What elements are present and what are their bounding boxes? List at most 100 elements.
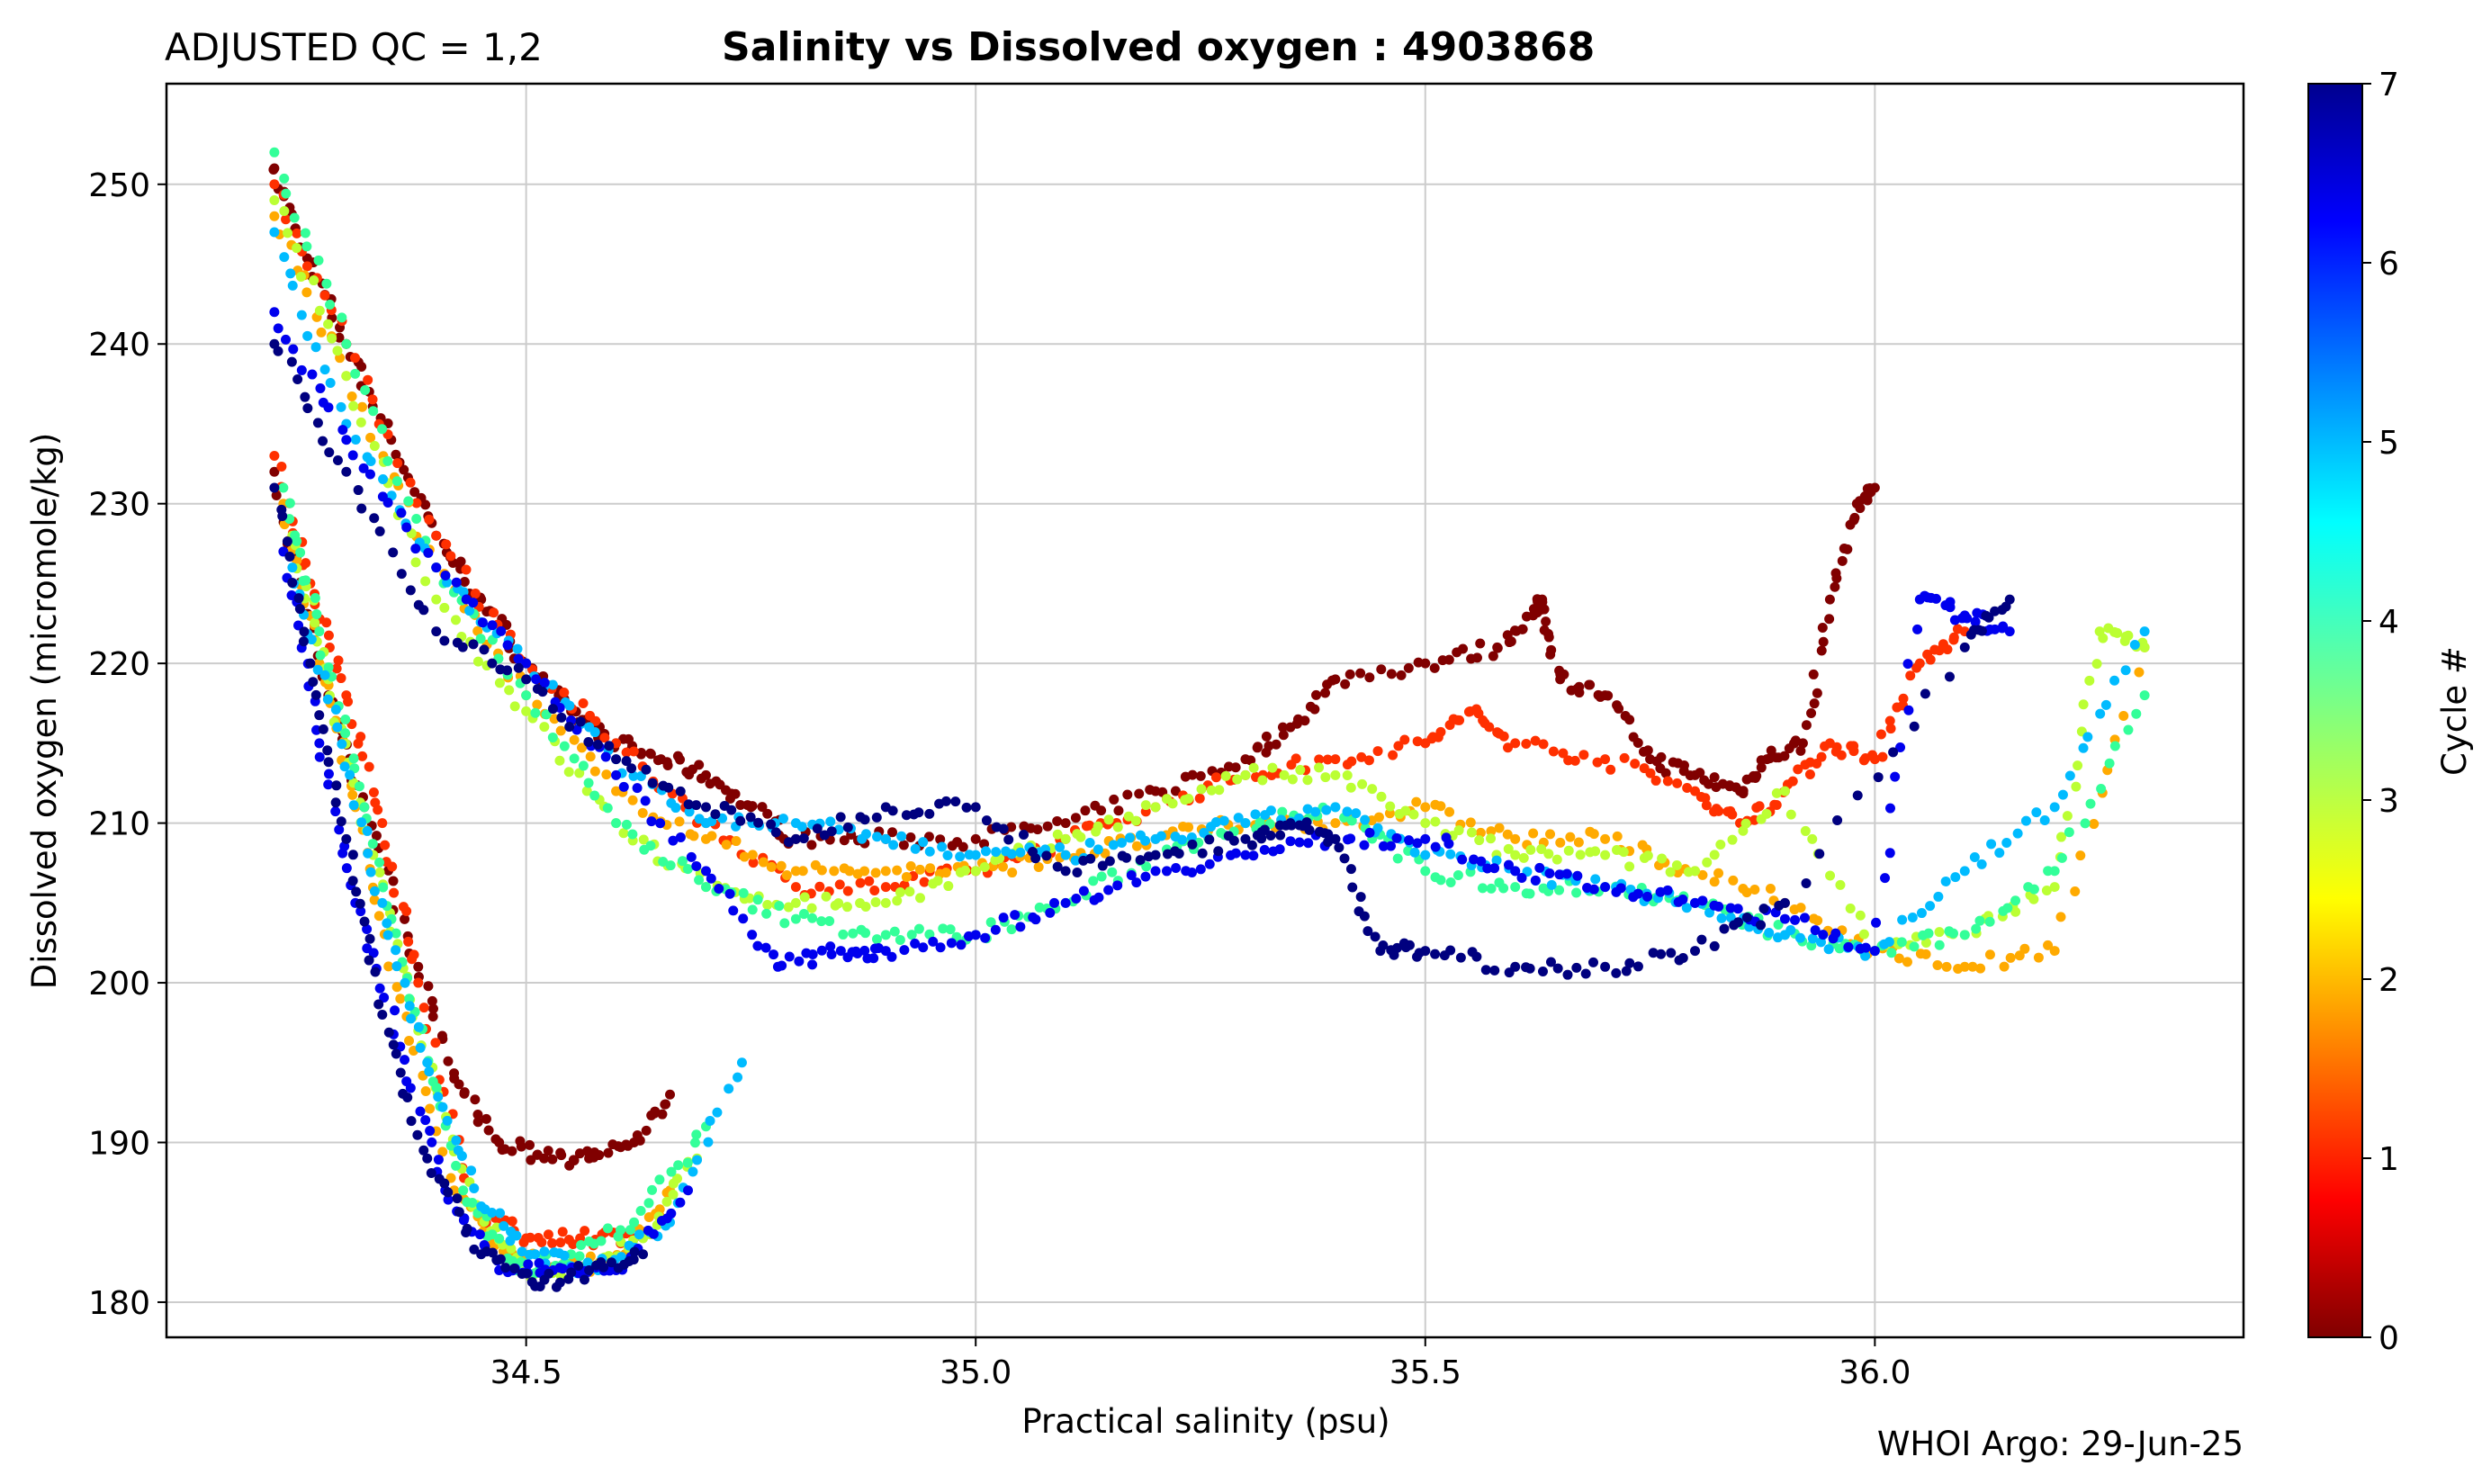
data-point — [336, 816, 346, 827]
data-point — [797, 866, 808, 877]
data-point — [675, 1197, 686, 1208]
data-point — [2071, 781, 2082, 792]
data-point — [1466, 827, 1477, 838]
data-point — [1884, 848, 1895, 859]
data-point — [784, 951, 795, 962]
data-point — [1665, 867, 1676, 877]
data-point — [761, 908, 772, 919]
data-point — [566, 1267, 577, 1278]
data-point — [629, 1217, 640, 1228]
data-point — [2057, 789, 2068, 800]
data-point — [1545, 957, 1556, 967]
data-point — [356, 503, 367, 514]
data-point — [1400, 805, 1411, 816]
colorbar-tick-label: 6 — [2379, 246, 2399, 283]
data-point — [1498, 883, 1509, 894]
data-point — [2131, 708, 2142, 719]
data-point — [1346, 815, 1357, 826]
data-point — [1452, 715, 1463, 725]
data-point — [799, 892, 810, 903]
data-point — [391, 1048, 401, 1059]
data-point — [1885, 724, 1896, 734]
data-point — [1121, 852, 1132, 863]
data-point — [683, 799, 694, 810]
data-point — [547, 704, 558, 715]
data-point — [1246, 755, 1256, 766]
data-point — [816, 916, 827, 927]
data-point — [618, 828, 629, 839]
data-point — [2001, 838, 2012, 849]
data-point — [2134, 667, 2145, 678]
data-point — [1825, 870, 1836, 881]
data-point — [2004, 594, 2015, 605]
data-point — [726, 805, 737, 815]
data-point — [892, 895, 903, 906]
data-point — [292, 228, 302, 238]
data-point — [368, 948, 379, 958]
data-point — [2129, 640, 2140, 651]
data-point — [334, 824, 345, 835]
data-point — [543, 1146, 553, 1156]
data-point — [1888, 747, 1899, 758]
data-point — [970, 850, 981, 860]
data-point — [1624, 715, 1635, 725]
data-point — [657, 1109, 668, 1120]
data-point — [2089, 819, 2100, 830]
x-tick-label: 35.5 — [1389, 1354, 1461, 1391]
data-point — [1370, 931, 1380, 942]
data-point — [424, 514, 435, 525]
data-point — [504, 685, 515, 696]
data-point — [1642, 850, 1653, 861]
data-point — [924, 808, 935, 819]
data-point — [382, 930, 393, 940]
colorbar-tick-label: 2 — [2379, 962, 2399, 999]
data-point — [1435, 875, 1446, 886]
data-point — [970, 833, 981, 844]
data-point — [1709, 877, 1720, 887]
data-point — [1903, 705, 1914, 715]
data-point — [348, 753, 359, 764]
data-point — [331, 780, 342, 791]
data-point — [1836, 750, 1847, 760]
data-point — [1330, 674, 1341, 685]
data-point — [774, 901, 785, 912]
data-point — [2100, 699, 2111, 710]
data-point — [825, 816, 836, 827]
data-point — [413, 977, 424, 988]
data-point — [378, 473, 389, 484]
data-point — [363, 374, 373, 385]
data-point — [1254, 817, 1265, 828]
data-point — [1510, 882, 1521, 893]
data-point — [279, 206, 290, 217]
data-point — [420, 576, 431, 587]
data-point — [1093, 892, 1104, 903]
data-point — [487, 658, 498, 669]
data-point — [970, 930, 981, 940]
data-point — [738, 913, 749, 924]
data-point — [997, 861, 1008, 872]
data-point — [807, 913, 818, 923]
data-point — [2056, 852, 2067, 863]
data-point — [2118, 711, 2129, 722]
data-point — [970, 802, 981, 813]
data-point — [509, 701, 520, 712]
data-point — [1642, 891, 1653, 902]
data-point — [559, 741, 570, 751]
data-point — [396, 569, 407, 580]
data-point — [1320, 688, 1331, 698]
data-point — [1412, 838, 1423, 849]
data-point — [314, 751, 325, 762]
data-point — [489, 607, 499, 618]
data-point — [415, 1106, 426, 1117]
data-point — [1404, 835, 1415, 846]
data-point — [456, 1151, 467, 1162]
data-point — [700, 866, 711, 877]
data-point — [336, 401, 346, 412]
data-point — [310, 342, 321, 353]
data-point — [373, 911, 384, 922]
data-point — [1818, 930, 1829, 940]
data-point — [355, 898, 365, 909]
data-point — [341, 833, 352, 844]
data-point — [1052, 829, 1063, 840]
data-point — [1976, 859, 1987, 869]
